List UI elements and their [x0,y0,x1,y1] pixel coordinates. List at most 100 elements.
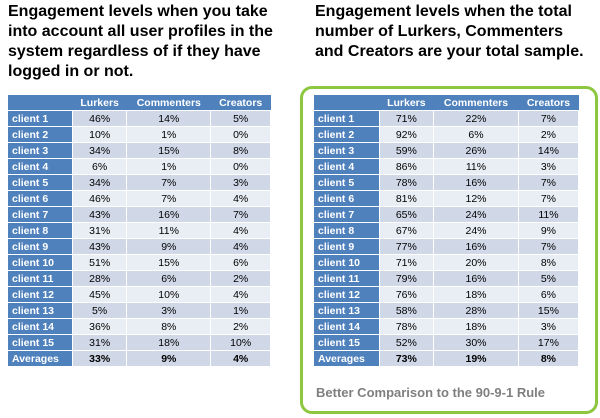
table-cell: 71% [379,254,435,271]
table-cell: 15% [518,302,580,319]
row-label: Averages [8,350,74,367]
table-cell: 15% [126,142,212,159]
table-row: client 8 31% 11% 4% [8,222,271,239]
row-label: client 6 [8,190,74,207]
table-cell: 43% [72,206,128,223]
table-cell: 10% [72,126,128,143]
row-label: client 8 [314,222,380,239]
table-row: client 1 46% 14% 5% [8,110,271,127]
table-cell: 86% [379,158,435,175]
table-cell: 78% [379,318,435,335]
table-cell: 7% [518,174,580,191]
row-label: client 1 [314,110,380,127]
column-header: Creators [518,95,579,111]
table-header-row: Lurkers Commenters Creators [314,95,579,111]
table-cell: 7% [518,238,580,255]
table-cell: 0% [210,126,271,143]
table-cell: 30% [433,334,519,351]
active-users-table: Lurkers Commenters Creators client 1 71% 22%… [314,95,580,367]
table-cell: 3% [518,158,580,175]
table-cell: 1% [210,302,271,319]
row-label: client 7 [8,206,74,223]
table-cell: 16% [433,174,519,191]
averages-row: Averages 73% 19% 8% [314,350,580,367]
table-row: client 3 59% 26% 14% [314,142,580,159]
table-cell: 10% [126,286,212,303]
table-cell: 11% [126,222,212,239]
table-cell: 5% [518,270,580,287]
table-cell: 31% [72,334,128,351]
table-cell: 79% [379,270,435,287]
table-row: client 7 65% 24% 11% [314,206,580,223]
table-row: client 11 28% 6% 2% [8,270,271,287]
table-cell: 6% [126,270,212,287]
row-label: client 4 [314,158,380,175]
table-row: client 14 78% 18% 3% [314,318,580,335]
table-cell: 51% [72,254,128,271]
row-label: client 14 [314,318,380,335]
table-cell: 0% [210,158,271,175]
table-row: client 13 58% 28% 15% [314,302,580,319]
table-cell: 2% [210,318,271,335]
table-row: client 10 71% 20% 8% [314,254,580,271]
corner-header [8,95,73,111]
table-row: client 13 5% 3% 1% [8,302,271,319]
row-label: Averages [314,350,380,367]
row-label: client 12 [8,286,74,303]
table-cell: 11% [433,158,519,175]
table-cell: 28% [433,302,519,319]
left-heading: Engagement levels when you take into acc… [8,3,273,80]
row-label: client 9 [314,238,380,255]
table-cell: 8% [518,254,580,271]
table-cell: 4% [210,350,271,367]
table-row: client 3 34% 15% 8% [8,142,271,159]
table-cell: 36% [72,318,128,335]
table-cell: 76% [379,286,435,303]
table-row: client 9 43% 9% 4% [8,238,271,255]
column-header: Commenters [433,95,519,111]
table-row: client 2 10% 1% 0% [8,126,271,143]
table-row: client 8 67% 24% 9% [314,222,580,239]
table-cell: 16% [433,238,519,255]
table-row: client 12 45% 10% 4% [8,286,271,303]
table-cell: 34% [72,174,128,191]
column-header: Lurkers [379,95,434,111]
row-label: client 1 [8,110,74,127]
table-cell: 78% [379,174,435,191]
table-cell: 45% [72,286,128,303]
table-row: client 6 46% 7% 4% [8,190,271,207]
table-cell: 11% [518,206,580,223]
table-cell: 15% [126,254,212,271]
row-label: client 13 [8,302,74,319]
comparison-panel-border [300,86,598,414]
row-label: client 7 [314,206,380,223]
row-label: client 14 [8,318,74,335]
table-cell: 3% [210,174,271,191]
table-row: client 11 79% 16% 5% [314,270,580,287]
table-row: client 1 71% 22% 7% [314,110,580,127]
row-label: client 13 [314,302,380,319]
table-cell: 14% [518,142,580,159]
table-cell: 1% [126,126,212,143]
table-cell: 67% [379,222,435,239]
all-profiles-table: Lurkers Commenters Creators client 1 46% 14%… [8,95,271,367]
averages-row: Averages 33% 9% 4% [8,350,271,367]
table-cell: 3% [126,302,212,319]
column-header: Creators [210,95,271,111]
corner-header [314,95,380,111]
comparison-caption: Better Comparison to the 90-9-1 Rule [316,385,545,400]
table-cell: 7% [126,174,212,191]
right-heading: Engagement levels when the total number … [315,3,584,60]
table-cell: 6% [210,254,271,271]
table-cell: 6% [433,126,519,143]
table-cell: 34% [72,142,128,159]
table-cell: 52% [379,334,435,351]
table-cell: 4% [210,238,271,255]
table-cell: 16% [126,206,212,223]
table-cell: 19% [433,350,519,367]
table-cell: 43% [72,238,128,255]
row-label: client 3 [314,142,380,159]
table-row: client 2 92% 6% 2% [314,126,580,143]
table-row: client 4 6% 1% 0% [8,158,271,175]
table-row: client 15 31% 18% 10% [8,334,271,351]
